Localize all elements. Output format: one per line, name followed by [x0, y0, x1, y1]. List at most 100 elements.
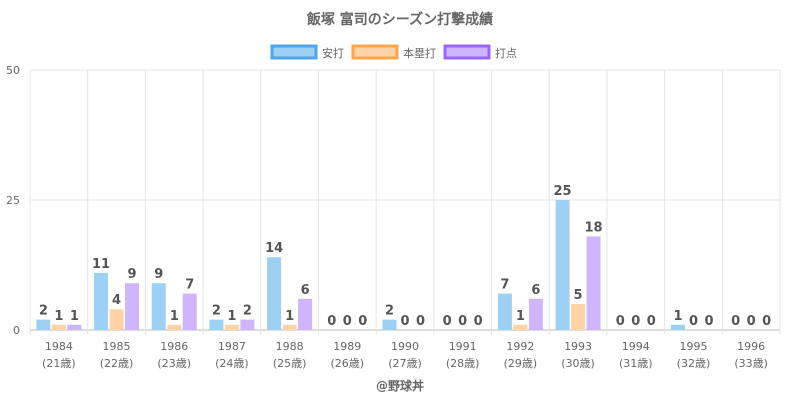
data-label: 1 [516, 309, 525, 324]
bar-1986-s1 [167, 324, 182, 330]
y-tick-label: 50 [6, 64, 20, 77]
data-label: 7 [500, 278, 509, 293]
x-tick-label: 1996 [737, 340, 765, 353]
data-label: 2 [385, 304, 394, 319]
bar-1986-s0 [151, 283, 166, 330]
bar-1990-s0 [382, 319, 397, 330]
bar-1987-s0 [209, 319, 224, 330]
data-label: 6 [531, 283, 540, 298]
data-label: 0 [327, 314, 336, 329]
bar-1985-s2 [125, 283, 140, 330]
bar-1993-s1 [571, 304, 586, 330]
x-tick-label: 1992 [506, 340, 534, 353]
data-label: 1 [285, 309, 294, 324]
y-tick-label: 25 [6, 194, 20, 207]
y-tick-label: 0 [13, 324, 20, 337]
x-tick-sublabel: (33歳) [734, 357, 768, 370]
x-tick-sublabel: (21歳) [42, 357, 76, 370]
data-label: 18 [585, 220, 603, 235]
data-label: 0 [343, 314, 352, 329]
legend-swatch-2 [443, 44, 491, 60]
bar-1988-s0 [267, 257, 282, 330]
data-label: 25 [554, 184, 572, 199]
x-tick-label: 1984 [45, 340, 73, 353]
data-label: 7 [185, 278, 194, 293]
bar-1985-s1 [109, 309, 124, 330]
bar-1986-s2 [182, 293, 197, 330]
bar-1984-s1 [51, 324, 66, 330]
data-label: 0 [474, 314, 483, 329]
data-label: 0 [416, 314, 425, 329]
data-label: 6 [301, 283, 310, 298]
x-tick-sublabel: (24歳) [215, 357, 249, 370]
bar-1985-s0 [94, 272, 109, 330]
x-tick-label: 1988 [276, 340, 304, 353]
bar-1992-s2 [528, 298, 543, 330]
x-tick-sublabel: (26歳) [331, 357, 365, 370]
footer-credit: @野球丼 [376, 378, 424, 393]
bar-1993-s2 [586, 236, 601, 330]
x-tick-sublabel: (31歳) [619, 357, 653, 370]
legend-label-0: 安打 [322, 46, 344, 60]
data-label: 2 [212, 304, 221, 319]
data-label: 0 [443, 314, 452, 329]
data-label: 0 [689, 314, 698, 329]
x-tick-label: 1994 [622, 340, 650, 353]
grid: 025501984(21歳)1985(22歳)1986(23歳)1987(24歳… [6, 64, 781, 370]
legend-label-2: 打点 [495, 46, 517, 60]
x-tick-sublabel: (27歳) [388, 357, 422, 370]
x-tick-label: 1990 [391, 340, 419, 353]
bar-1988-s2 [298, 298, 313, 330]
bar-1995-s0 [670, 324, 685, 330]
x-tick-label: 1991 [449, 340, 477, 353]
data-label: 1 [70, 309, 79, 324]
bar-1988-s1 [282, 324, 297, 330]
data-label: 1 [227, 309, 236, 324]
data-label: 0 [631, 314, 640, 329]
x-tick-sublabel: (29歳) [504, 357, 538, 370]
data-label: 0 [731, 314, 740, 329]
legend-swatch-1 [351, 44, 399, 60]
bars [36, 200, 685, 330]
data-label: 0 [616, 314, 625, 329]
data-label: 4 [112, 293, 121, 308]
data-label: 0 [358, 314, 367, 329]
bar-1984-s2 [67, 324, 82, 330]
data-label: 0 [747, 314, 756, 329]
x-tick-sublabel: (32歳) [677, 357, 711, 370]
data-label: 9 [128, 267, 137, 282]
bar-1993-s0 [555, 200, 570, 330]
legend-swatch-0 [270, 44, 318, 60]
x-tick-sublabel: (25歳) [273, 357, 307, 370]
x-tick-sublabel: (23歳) [157, 357, 191, 370]
x-tick-label: 1995 [679, 340, 707, 353]
data-label: 5 [574, 288, 583, 303]
x-tick-label: 1985 [103, 340, 131, 353]
x-tick-label: 1993 [564, 340, 592, 353]
x-tick-sublabel: (30歳) [561, 357, 595, 370]
data-label: 0 [704, 314, 713, 329]
x-tick-sublabel: (22歳) [100, 357, 134, 370]
data-label: 2 [39, 304, 48, 319]
x-tick-label: 1986 [160, 340, 188, 353]
data-label: 9 [154, 267, 163, 282]
data-label: 0 [762, 314, 771, 329]
bar-1987-s2 [240, 319, 255, 330]
data-label: 0 [458, 314, 467, 329]
data-label: 0 [647, 314, 656, 329]
data-label: 1 [673, 309, 682, 324]
x-tick-label: 1987 [218, 340, 246, 353]
legend-label-1: 本塁打 [403, 46, 436, 60]
data-label: 11 [92, 257, 110, 272]
x-tick-label: 1989 [333, 340, 361, 353]
data-label: 14 [265, 241, 283, 256]
x-tick-sublabel: (28歳) [446, 357, 480, 370]
bar-1992-s0 [497, 293, 512, 330]
data-label: 1 [54, 309, 63, 324]
bar-1992-s1 [513, 324, 528, 330]
data-label: 0 [400, 314, 409, 329]
data-label: 2 [243, 304, 252, 319]
data-label: 1 [170, 309, 179, 324]
